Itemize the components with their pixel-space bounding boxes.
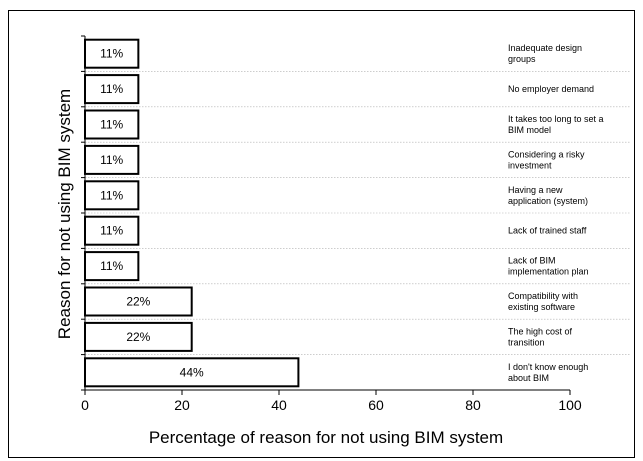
- bar: [84, 144, 140, 175]
- bar-value-label: 11%: [100, 153, 123, 167]
- x-tick-label: 20: [174, 397, 190, 413]
- x-tick-label: 40: [271, 397, 287, 413]
- category-label: No employer demand: [508, 84, 594, 94]
- x-axis: 0 20 40 60 80 100: [81, 35, 582, 413]
- bar: [84, 74, 140, 105]
- bar-value-label: 11%: [100, 118, 123, 132]
- category-labels: Inadequate design groups No employer deman…: [508, 43, 604, 383]
- bars: 11% 11% 11% 11% 11% 11% 11% 22% 22% 44%: [84, 38, 300, 388]
- category-label: Lack of trained staff: [508, 226, 587, 236]
- category-label: Compatibility with existing software: [508, 291, 578, 312]
- bar-value-label: 22%: [126, 295, 150, 309]
- bar: [84, 180, 140, 211]
- y-axis-label: Reason for not using BIM system: [55, 89, 74, 339]
- bar-value-label: 22%: [126, 330, 150, 344]
- x-axis-label: Percentage of reason for not using BIM s…: [149, 428, 503, 447]
- category-label: It takes too long to set a BIM model: [508, 114, 604, 135]
- category-label: Inadequate design groups: [508, 43, 582, 64]
- category-label: Having a new application (system): [508, 185, 588, 206]
- bar-value-label: 11%: [100, 224, 123, 238]
- bar: [84, 357, 300, 388]
- category-label: Considering a risky investment: [508, 149, 585, 170]
- bar: [84, 109, 140, 140]
- bar: [84, 321, 193, 352]
- bar-value-label: 11%: [100, 259, 123, 273]
- bar-value-label: 11%: [100, 188, 123, 202]
- category-label: I don't know enough about BIM: [508, 362, 588, 383]
- category-label: Lack of BIM implementation plan: [508, 256, 589, 277]
- x-tick-label: 60: [368, 397, 384, 413]
- grid-lines: [85, 71, 630, 355]
- x-tick-label: 80: [465, 397, 481, 413]
- bar-value-label: 44%: [180, 365, 204, 379]
- x-tick-label: 100: [558, 397, 582, 413]
- x-tick-label: 0: [81, 397, 89, 413]
- bar-value-label: 11%: [100, 82, 123, 96]
- bar-value-label: 11%: [100, 47, 123, 61]
- category-label: The high cost of transition: [508, 326, 573, 347]
